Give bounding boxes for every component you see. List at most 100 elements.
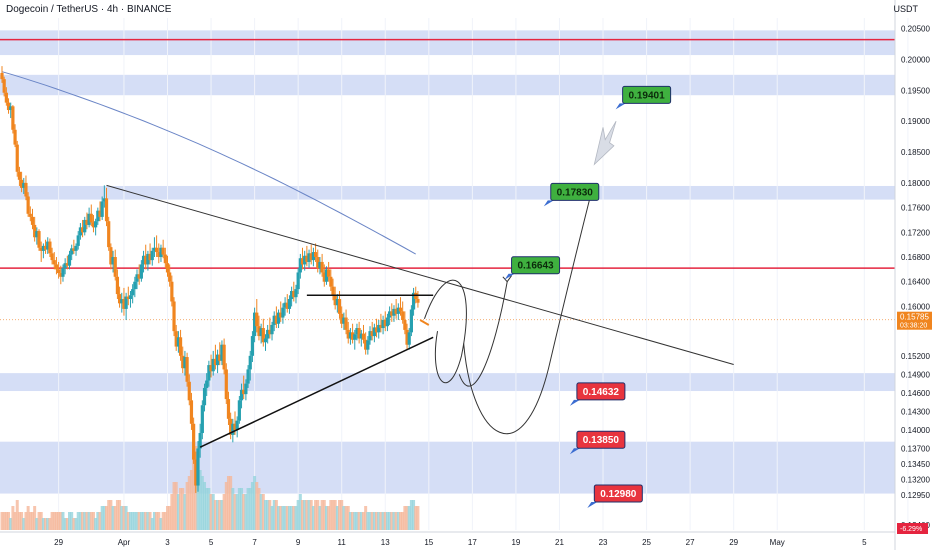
candle-body xyxy=(292,290,296,298)
price-tick-label: 0.14300 xyxy=(901,407,930,416)
candle-body xyxy=(348,332,353,339)
volume-bar xyxy=(322,500,326,530)
candle-body xyxy=(196,448,200,486)
candle-body xyxy=(28,213,32,217)
volume-bar xyxy=(396,512,400,530)
volume-bar xyxy=(364,506,368,530)
volume-bar xyxy=(342,506,346,530)
volume-bar xyxy=(383,512,387,530)
candle-body xyxy=(268,329,272,335)
candle-body xyxy=(353,334,357,340)
volume-bar xyxy=(22,518,26,530)
volume-bar xyxy=(242,494,246,530)
volume-bar xyxy=(187,476,191,530)
candle-body xyxy=(322,272,326,282)
price-tick-label: 0.16000 xyxy=(901,302,930,311)
candle-body xyxy=(37,231,41,248)
candle-body xyxy=(63,263,67,269)
candlesticks xyxy=(0,66,420,493)
horizontal-levels xyxy=(0,38,895,321)
volume-bar xyxy=(4,512,8,530)
trendline-drawings xyxy=(106,120,734,448)
volume-bar xyxy=(220,500,224,530)
volume-bar xyxy=(59,512,63,530)
volume-bar xyxy=(113,506,117,530)
candle-body xyxy=(401,311,405,321)
candle-body xyxy=(163,254,167,264)
candle-body xyxy=(205,380,209,388)
date-tick-label: 21 xyxy=(555,538,564,547)
candle-body xyxy=(364,339,368,350)
candle-body xyxy=(390,311,394,316)
target-box xyxy=(511,256,561,275)
candle-body xyxy=(394,308,398,314)
candle-body xyxy=(198,433,202,449)
candle-body xyxy=(335,299,339,306)
candle-body xyxy=(172,301,176,332)
volume-bar xyxy=(61,512,65,530)
volume-bar xyxy=(133,512,137,530)
candle-body xyxy=(120,299,124,304)
volume-bar xyxy=(244,494,248,530)
volume-bar xyxy=(135,512,139,530)
price-tick-label: 0.14600 xyxy=(901,389,930,398)
candle-body xyxy=(159,247,163,258)
volume-bar xyxy=(261,494,265,530)
volume-bar xyxy=(161,512,165,530)
candle-body xyxy=(355,328,359,335)
volume-bar xyxy=(253,476,257,530)
candle-body xyxy=(361,333,366,340)
volume-bar xyxy=(76,512,80,530)
volume-bar xyxy=(70,512,74,530)
candle-body xyxy=(80,227,85,233)
candle-body xyxy=(342,317,346,324)
candle-body xyxy=(117,294,122,304)
candle-body xyxy=(126,296,130,300)
candle-body xyxy=(283,302,287,308)
volume-bar xyxy=(203,482,207,530)
target-label: 0.12980 xyxy=(600,489,637,500)
candle-body xyxy=(46,241,50,250)
candle-body xyxy=(17,171,22,180)
candle-body xyxy=(385,317,390,327)
candle-body xyxy=(246,369,250,384)
volume-bar xyxy=(89,512,93,530)
volume-bar xyxy=(361,512,365,530)
volume-bar xyxy=(126,512,130,530)
price-zone xyxy=(0,441,895,494)
candle-body xyxy=(59,273,63,277)
candle-body xyxy=(383,320,387,327)
candle-body xyxy=(311,252,315,261)
volume-bar xyxy=(120,506,124,530)
target-labels: 0.19401 0.17830 0.16643 0.14632 0.13850 0.129… xyxy=(504,85,672,508)
date-tick-label: 17 xyxy=(468,538,477,547)
volume-bar xyxy=(94,518,98,530)
candle-body xyxy=(189,400,194,424)
volume-bar xyxy=(24,512,28,530)
candle-body xyxy=(52,260,56,265)
candle-body xyxy=(178,337,183,356)
candle-body xyxy=(337,299,342,314)
volume-bar xyxy=(333,500,337,530)
target-pointer xyxy=(569,448,580,455)
candle-body xyxy=(366,340,370,350)
candle-body xyxy=(350,332,355,340)
candle-body xyxy=(248,355,252,370)
target-box xyxy=(593,484,643,503)
volume-bar xyxy=(137,512,141,530)
price-tick-label: 0.19500 xyxy=(901,86,930,95)
candle-body xyxy=(318,261,322,269)
candle-body xyxy=(148,253,152,261)
volume-bar xyxy=(44,518,48,530)
volume-bar xyxy=(296,500,300,530)
descending-trendline xyxy=(106,184,734,365)
volume-bar xyxy=(37,512,41,530)
target-label: 0.13850 xyxy=(583,435,620,446)
volume-bar xyxy=(229,476,233,530)
volume-bar xyxy=(176,494,180,530)
candle-body xyxy=(131,289,135,296)
volume-bar xyxy=(283,506,287,530)
volume-bar xyxy=(314,500,318,530)
volume-bar xyxy=(48,518,52,530)
